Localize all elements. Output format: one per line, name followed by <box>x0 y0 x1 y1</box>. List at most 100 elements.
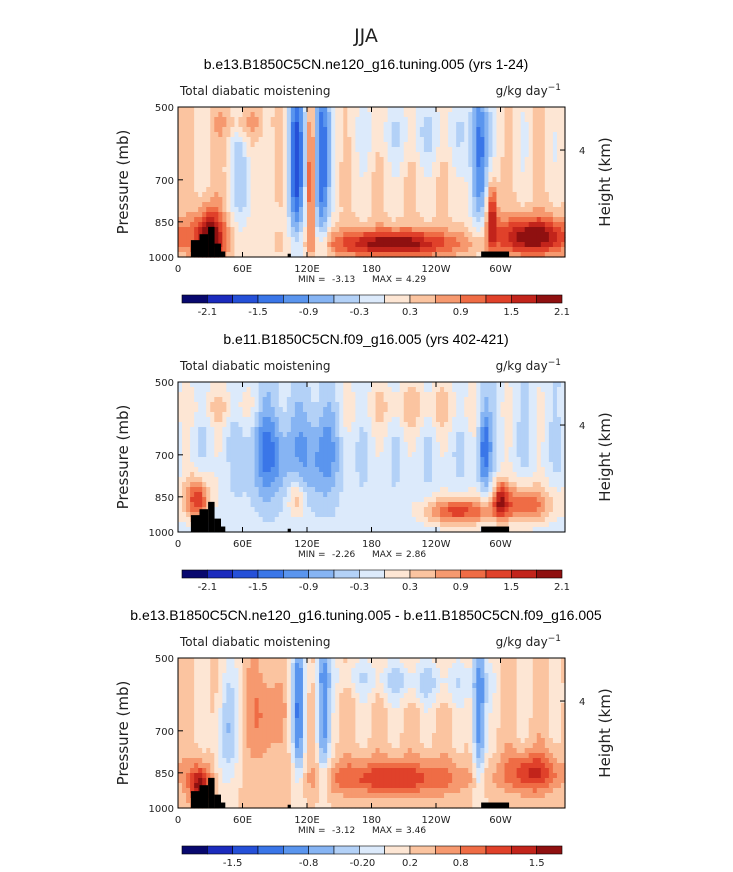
heatmap-cell <box>415 417 421 423</box>
heatmap-cell <box>218 127 223 133</box>
heatmap-cell <box>448 227 453 233</box>
heatmap-cell <box>302 127 308 133</box>
heatmap-cell <box>367 187 373 193</box>
heatmap-cell <box>202 462 207 468</box>
heatmap-cell <box>415 137 421 143</box>
heatmap-cell <box>238 407 244 413</box>
heatmap-cell <box>556 227 562 233</box>
heatmap-cell <box>294 222 300 228</box>
heatmap-cell <box>544 207 550 213</box>
heatmap-cell <box>375 167 381 173</box>
heatmap-cell <box>282 407 288 413</box>
heatmap-cell <box>186 462 191 468</box>
heatmap-cell <box>520 417 526 423</box>
heatmap-cell <box>427 152 433 158</box>
heatmap-cell <box>556 437 562 443</box>
heatmap-cell <box>351 232 356 238</box>
heatmap-cell <box>226 117 232 123</box>
heatmap-cell <box>351 432 356 438</box>
heatmap-cell <box>282 432 288 438</box>
heatmap-cell <box>286 142 292 148</box>
heatmap-cell <box>544 447 550 453</box>
heatmap-cell <box>536 117 542 123</box>
heatmap-cell <box>399 147 405 153</box>
heatmap-cell <box>182 132 187 138</box>
heatmap-cell <box>440 217 445 223</box>
heatmap-cell <box>508 397 514 403</box>
heatmap-cell <box>520 187 526 193</box>
heatmap-cell <box>178 427 183 433</box>
heatmap-cell <box>516 432 522 438</box>
heatmap-cell <box>206 457 211 463</box>
heatmap-cell <box>460 122 465 128</box>
heatmap-cell <box>399 107 405 113</box>
heatmap-cell <box>500 192 506 198</box>
heatmap-cell <box>516 232 522 238</box>
heatmap-cell <box>436 472 441 478</box>
heatmap-cell <box>186 487 191 493</box>
heatmap-cell <box>472 207 477 213</box>
heatmap-cell <box>488 397 494 403</box>
heatmap-cell <box>484 142 490 148</box>
heatmap-cell <box>278 397 284 403</box>
heatmap-cell <box>302 437 308 443</box>
heatmap-cell <box>294 382 300 388</box>
heatmap-cell <box>472 117 477 123</box>
heatmap-cell <box>226 122 232 128</box>
heatmap-cell <box>343 132 348 138</box>
heatmap-cell <box>226 437 232 443</box>
heatmap-cell <box>343 387 348 393</box>
heatmap-cell <box>290 182 296 188</box>
heatmap-cell <box>468 147 473 153</box>
heatmap-cell <box>290 442 296 448</box>
heatmap-cell <box>516 132 522 138</box>
heatmap-cell <box>427 187 433 193</box>
heatmap-cell <box>484 462 490 468</box>
heatmap-cell <box>508 202 514 208</box>
heatmap-cell <box>294 422 300 428</box>
heatmap-cell <box>508 392 514 398</box>
heatmap-cell <box>371 182 377 188</box>
heatmap-cell <box>294 177 300 183</box>
heatmap-cell <box>190 227 195 233</box>
heatmap-cell <box>464 252 469 258</box>
heatmap-cell <box>218 112 223 118</box>
heatmap-cell <box>298 417 304 423</box>
heatmap-cell <box>274 117 280 123</box>
heatmap-cell <box>194 437 199 443</box>
heatmap-cell <box>218 407 223 413</box>
heatmap-cell <box>508 117 514 123</box>
heatmap-cell <box>427 417 433 423</box>
heatmap-cell <box>202 227 207 233</box>
heatmap-cell <box>560 222 566 228</box>
heatmap-cell <box>186 482 191 488</box>
heatmap-cell <box>363 217 369 223</box>
heatmap-cell <box>367 202 373 208</box>
heatmap-cell <box>460 137 465 143</box>
heatmap-cell <box>423 437 429 443</box>
heatmap-cell <box>431 137 437 143</box>
heatmap-cell <box>552 242 558 248</box>
heatmap-cell <box>411 247 417 253</box>
heatmap-cell <box>407 482 413 488</box>
heatmap-cell <box>347 152 352 158</box>
heatmap-cell <box>363 242 369 248</box>
heatmap-cell <box>375 112 381 118</box>
heatmap-cell <box>520 467 526 473</box>
heatmap-cell <box>258 407 264 413</box>
heatmap-cell <box>302 427 308 433</box>
heatmap-cell <box>359 147 365 153</box>
heatmap-cell <box>492 142 498 148</box>
heatmap-cell <box>311 162 316 168</box>
heatmap-cell <box>456 462 461 468</box>
heatmap-cell <box>504 467 510 473</box>
heatmap-cell <box>298 122 304 128</box>
heatmap-cell <box>331 467 336 473</box>
heatmap-cell <box>371 227 377 233</box>
heatmap-cell <box>347 242 352 248</box>
heatmap-cell <box>480 387 485 393</box>
heatmap-cell <box>323 202 328 208</box>
heatmap-cell <box>323 142 328 148</box>
heatmap-cell <box>355 387 361 393</box>
heatmap-cell <box>327 142 332 148</box>
